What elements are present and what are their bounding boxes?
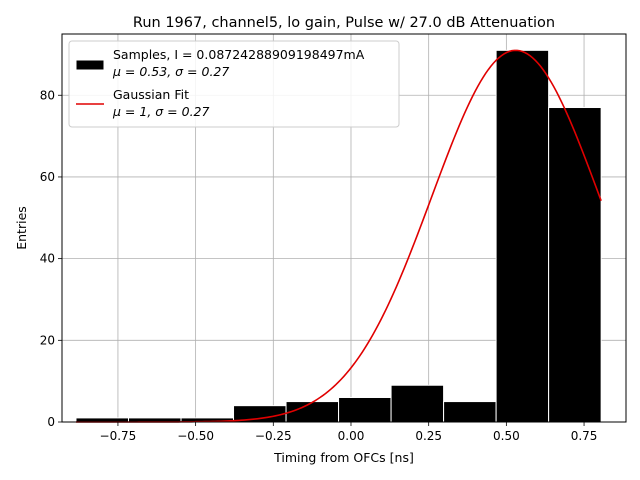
histogram-bar-9 [548,107,602,423]
chart-title: Run 1967, channel5, lo gain, Pulse w/ 27… [133,15,555,31]
legend: Samples, I = 0.08724288909198497mA μ = 0… [68,40,400,128]
histogram-bar-5 [338,396,392,423]
y-tick-label-1: 20 [40,333,55,347]
x-tick-label-2: −0.25 [255,429,292,443]
x-axis-label: Timing from OFCs [ns] [273,450,414,465]
x-tick-label-1: −0.50 [177,429,214,443]
legend-fit-stats: μ = 1, σ = 0.27 [112,104,209,119]
legend-histogram-label: Samples, I = 0.08724288909198497mA [113,47,365,62]
histogram-bar-6 [390,384,445,423]
y-tick-label-0: 0 [47,415,55,429]
x-tick-label-3: 0.00 [338,429,365,443]
y-tick-label-2: 40 [40,252,55,266]
y-tick-label-4: 80 [40,88,55,102]
histogram-bar-7 [443,401,497,423]
x-tick-label-5: 0.50 [493,429,520,443]
histogram-bar-4 [285,401,340,423]
x-tick-label-4: 0.25 [415,429,442,443]
legend-histogram-stats: μ = 0.53, σ = 0.27 [112,64,229,79]
x-tick-label-6: 0.75 [571,429,598,443]
plot-frame [61,33,627,423]
x-tick-label-0: −0.75 [100,429,137,443]
legend-fit-label: Gaussian Fit [113,87,189,102]
histogram-bar-8 [495,49,550,423]
y-tick-label-3: 60 [40,170,55,184]
legend-histogram-swatch [75,59,105,71]
legend-box [68,40,400,128]
y-axis-ticks: 0 20 40 60 80 [40,88,62,429]
y-axis-label: Entries [14,206,29,250]
x-axis-ticks: −0.75 −0.50 −0.25 0.00 0.25 0.50 0.75 [100,422,598,443]
